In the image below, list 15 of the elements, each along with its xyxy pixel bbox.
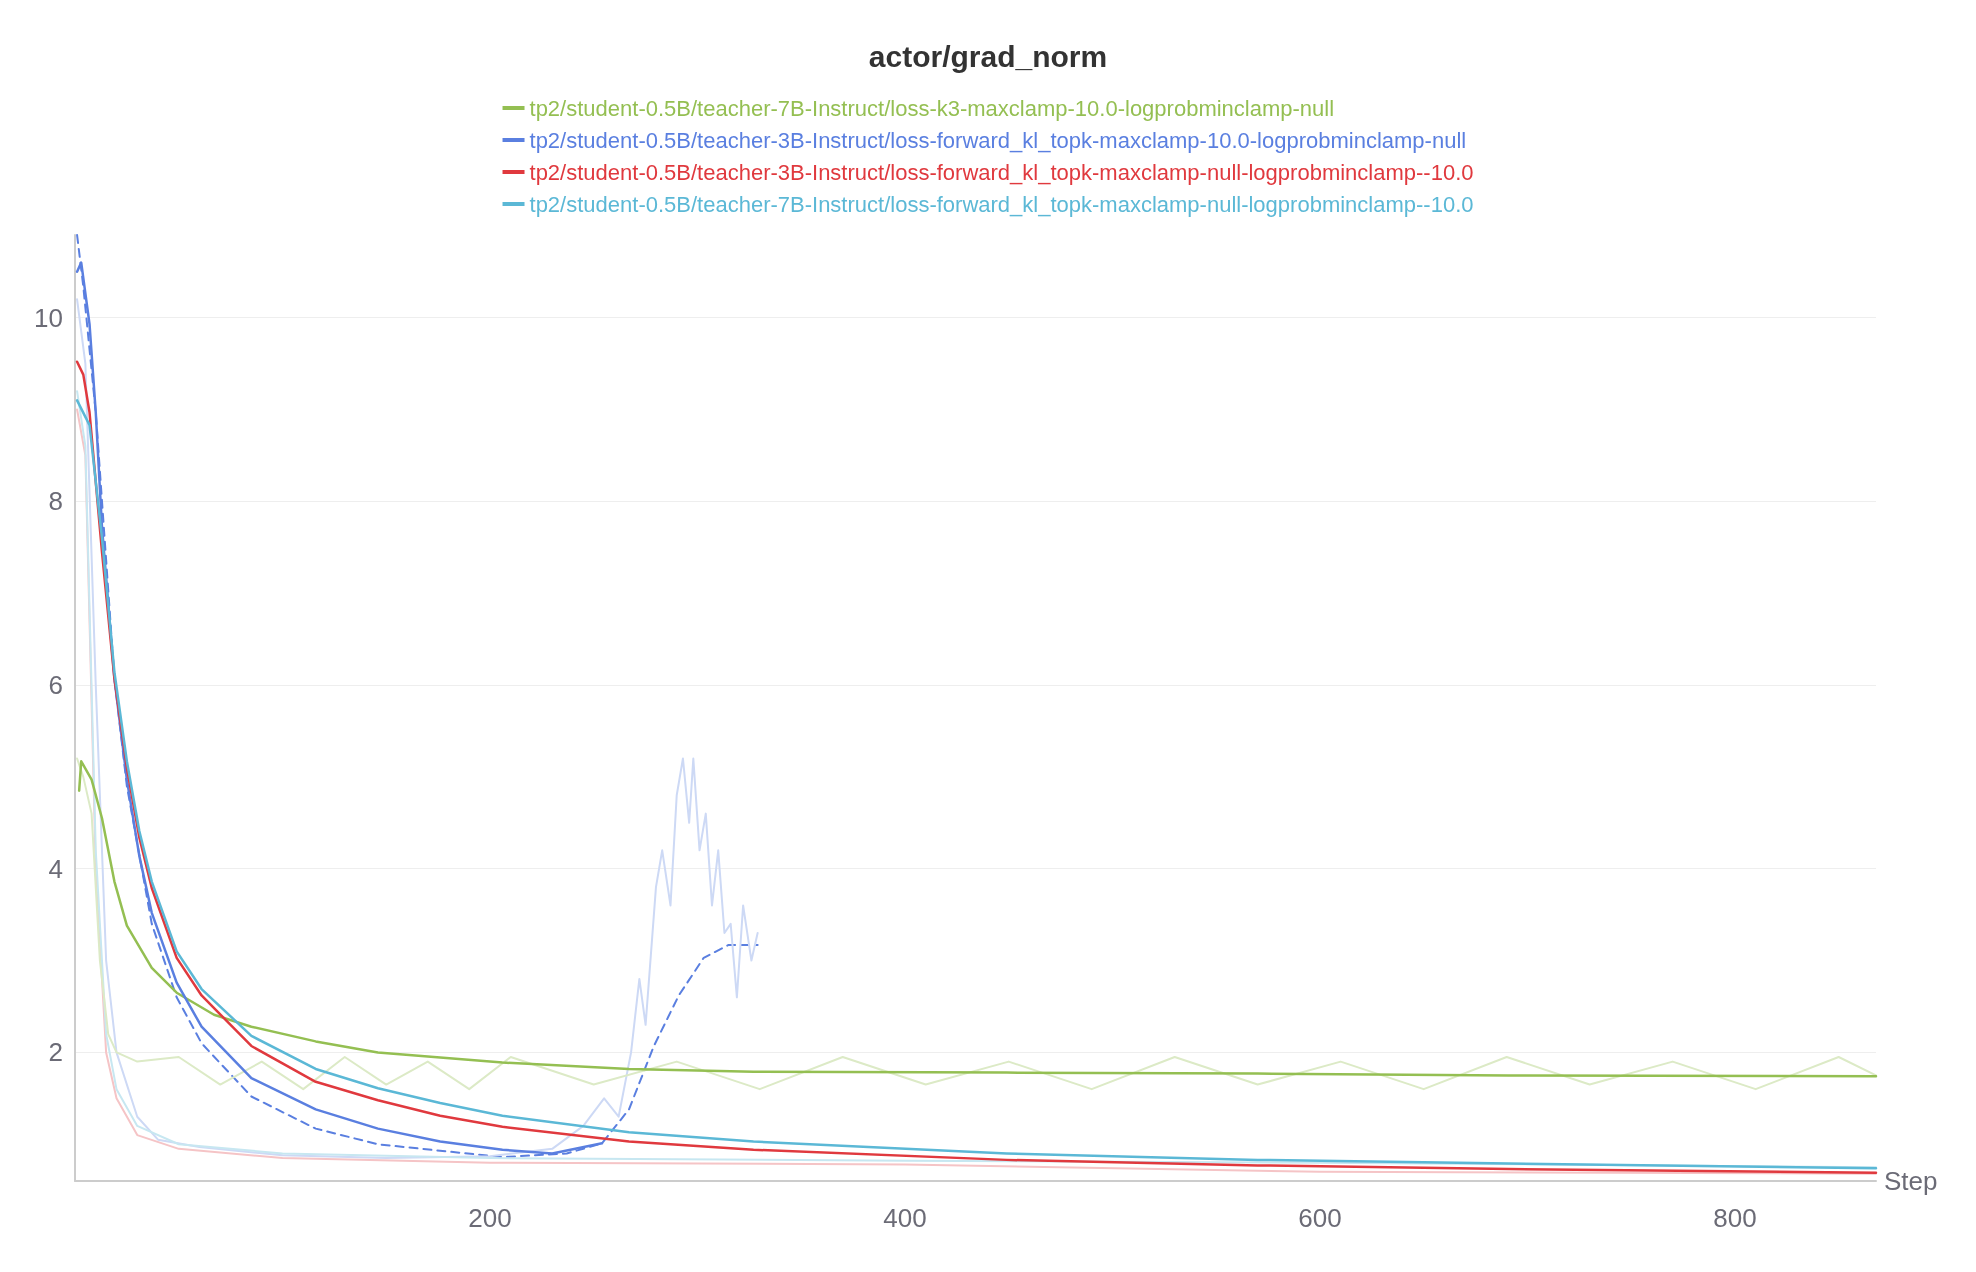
y-tick-label: 6 bbox=[48, 670, 63, 701]
x-tick-label: 800 bbox=[1713, 1203, 1757, 1233]
x-axis-title: Step bbox=[1884, 1166, 1938, 1196]
y-tick-label: 4 bbox=[48, 853, 63, 884]
legend-label: tp2/student-0.5B/teacher-7B-Instruct/loss-forward_kl_topk-maxclamp-null-logprobminclamp--10.0 bbox=[529, 191, 1474, 217]
y-tick-label: 2 bbox=[48, 1037, 63, 1068]
legend-label: tp2/student-0.5B/teacher-3B-Instruct/loss-forward_kl_topk-maxclamp-10.0-logprobminclamp-null bbox=[529, 127, 1467, 153]
legend-label: tp2/student-0.5B/teacher-7B-Instruct/loss-k3-maxclamp-10.0-logprobminclamp-null bbox=[529, 95, 1335, 121]
x-tick-label: 400 bbox=[883, 1203, 927, 1233]
y-tick-label: 10 bbox=[34, 302, 63, 333]
y-tick-label: 8 bbox=[48, 486, 63, 517]
x-tick-label: 600 bbox=[1298, 1203, 1342, 1233]
legend-label: tp2/student-0.5B/teacher-3B-Instruct/loss-forward_kl_topk-maxclamp-null-logprobminclamp--10.0 bbox=[529, 159, 1474, 185]
chart-title: actor/grad_norm bbox=[868, 39, 1108, 73]
x-tick-label: 200 bbox=[468, 1203, 512, 1233]
